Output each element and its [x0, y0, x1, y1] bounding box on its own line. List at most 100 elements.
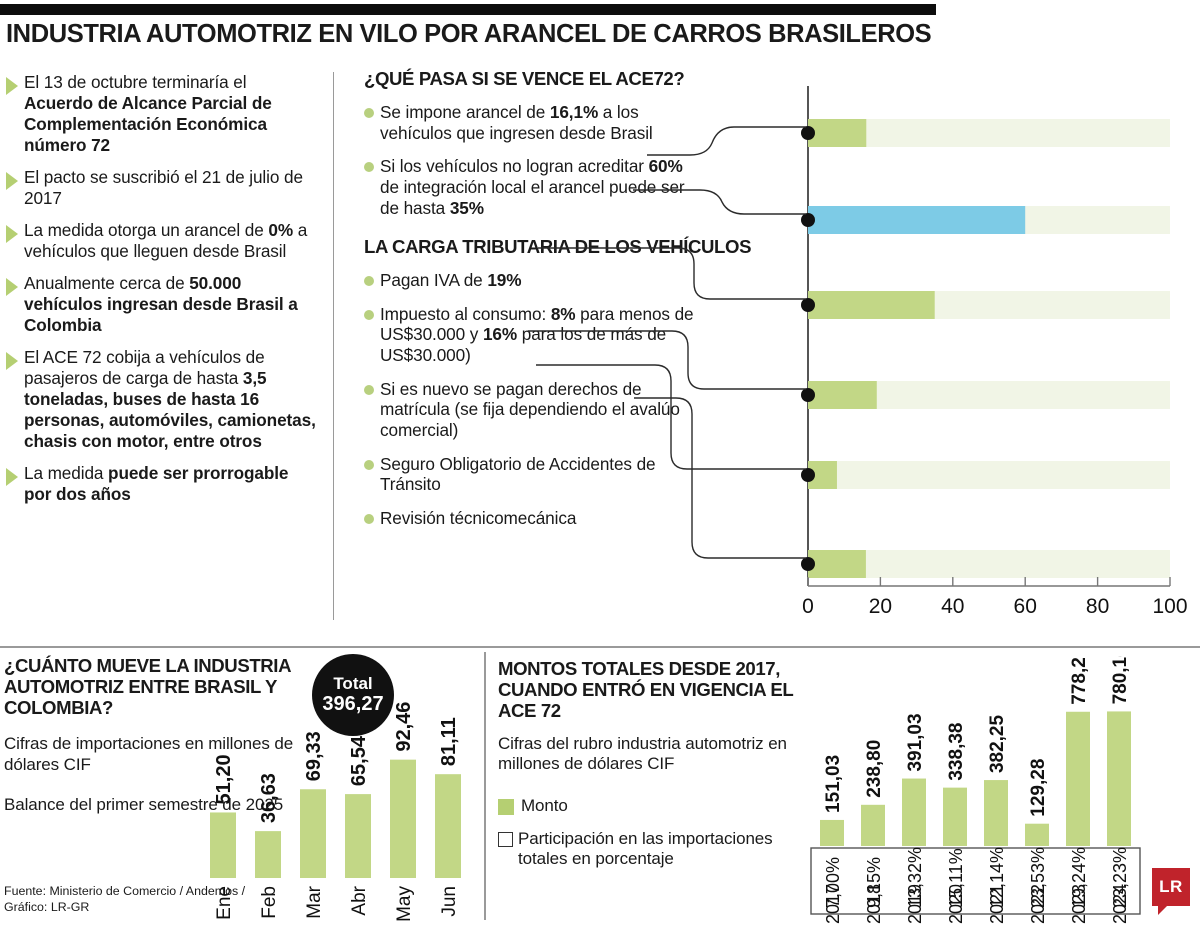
carga-bullet-text: Impuesto al consumo: 8% para menos de US… — [380, 303, 694, 366]
bar — [808, 119, 867, 147]
carga-bullet-item: Seguro Obligatorio de Accidentes de Trán… — [364, 454, 694, 495]
month-bar — [345, 794, 371, 878]
bottom-right-subtitle: Cifras del rubro industria automotriz en… — [498, 733, 787, 773]
bar — [808, 550, 866, 578]
bottom-vertical-divider — [484, 652, 486, 920]
year-bar-value-label: 238,80 — [864, 740, 885, 798]
x-axis-tick-label: 20 — [869, 595, 892, 618]
carga-bullet-text: Pagan IVA de 19% — [380, 270, 522, 291]
month-bar-value-label: 81,11 — [438, 717, 460, 766]
carga-bullet-item: Pagan IVA de 19% — [364, 270, 694, 291]
yearly-amounts-chart: 151,03 7,00% 2017 238,80 9,15% 2018 391,03 13,3… — [806, 646, 1146, 924]
carga-bullet-text: Seguro Obligatorio de Accidentes de Trán… — [380, 453, 656, 495]
left-bullet-text: El ACE 72 cobija a vehículos de pasajero… — [24, 346, 316, 451]
bottom-left-text-block: ¿CUÁNTO MUEVE LA INDUSTRIA AUTOMOTRIZ EN… — [4, 655, 304, 816]
bar-anchor-dot — [801, 213, 815, 227]
ace72-bullet-text: Se impone arancel de 16,1% a los vehícul… — [380, 102, 653, 143]
left-bullet-column: El 13 de octubre terminaría el Acuerdo d… — [4, 72, 334, 620]
triangle-right-icon — [6, 467, 18, 486]
monthly-imports-chart-svg: 51,20 Ene 36,63 Feb 69,33 Mar 65,54 Abr 92,46 May… — [210, 702, 461, 922]
x-axis-tick-label: 60 — [1014, 595, 1037, 618]
section-title-ace72: ¿QUÉ PASA SI SE VENCE EL ACE72? — [364, 68, 685, 89]
year-category-label: 2018 — [864, 884, 884, 924]
left-bullet-item: El pacto se suscribió el 21 de julio de … — [4, 167, 319, 209]
month-category-label: Jun — [439, 886, 460, 917]
bottom-left-subtitle-2: Balance del primer semestre de 2025 — [4, 795, 284, 815]
year-bar — [861, 804, 885, 846]
year-bar — [1066, 711, 1090, 846]
year-bar-value-label: 778,21 — [1069, 656, 1090, 705]
ace72-bullet-list: Se impone arancel de 16,1% a los vehícul… — [364, 102, 694, 218]
bar-track — [808, 550, 1170, 578]
bottom-right-title: MONTOS TOTALES DESDE 2017, CUANDO ENTRÓ … — [498, 658, 793, 722]
year-bar — [943, 787, 967, 846]
legend-swatch-filled-icon — [498, 799, 514, 816]
left-bullet-text: La medida puede ser prorrogable por dos … — [24, 462, 289, 504]
horizontal-bar-chart: 0 20 40 60 80 100 — [700, 86, 1200, 636]
left-bullet-item: El 13 de octubre terminaría el Acuerdo d… — [4, 72, 319, 156]
left-bullet-item: El ACE 72 cobija a vehículos de pasajero… — [4, 347, 319, 452]
bottom-left-subtitle: Cifras de importaciones en millones de d… — [4, 734, 294, 774]
year-category-label: 2019 — [905, 884, 925, 924]
month-bar-value-label: 92,46 — [393, 702, 415, 752]
legend-item-participacion: Participación en las importaciones total… — [498, 829, 798, 870]
x-axis-tick-label: 100 — [1152, 595, 1187, 618]
legend-swatch-hollow-icon — [498, 831, 513, 847]
x-axis-tick-label: 0 — [802, 595, 814, 618]
left-bullet-text: El pacto se suscribió el 21 de julio de … — [24, 166, 303, 208]
triangle-right-icon — [6, 224, 18, 243]
participation-label: 15,11% — [946, 848, 966, 908]
bullet-dot-icon — [364, 309, 374, 320]
section-title-carga-tributaria: LA CARGA TRIBUTARIA DE LOS VEHÍCULOS — [364, 236, 752, 258]
top-rule — [0, 4, 936, 15]
carga-bullet-item: Impuesto al consumo: 8% para menos de US… — [364, 304, 694, 366]
bullet-dot-icon — [364, 108, 374, 118]
ace72-bullet-item: Si los vehículos no logran acreditar 60%… — [364, 156, 694, 218]
month-bar-value-label: 69,33 — [303, 731, 325, 781]
page-title: INDUSTRIA AUTOMOTRIZ EN VILO POR ARANCEL… — [6, 20, 932, 48]
year-bar-value-label: 151,03 — [823, 755, 844, 813]
participation-label: 9,15% — [864, 857, 884, 908]
month-bar — [300, 789, 326, 878]
x-axis-tick-label: 80 — [1086, 595, 1109, 618]
left-bullet-item: La medida puede ser prorrogable por dos … — [4, 463, 319, 505]
month-bar — [255, 831, 281, 878]
lr-logo: LR — [1152, 868, 1190, 906]
participation-label: 7,00% — [823, 857, 843, 908]
month-bar — [390, 759, 416, 878]
carga-tributaria-bullet-list: Pagan IVA de 19% Impuesto al consumo: 8% … — [364, 270, 694, 528]
year-category-label: 2020 — [946, 884, 966, 924]
participation-label: 12,14% — [987, 847, 1007, 908]
carga-bullet-item: Si es nuevo se pagan derechos de matrícu… — [364, 379, 694, 441]
bottom-horizontal-divider — [0, 646, 1200, 648]
total-badge: Total 396,27 — [312, 654, 394, 736]
bullet-dot-icon — [364, 162, 374, 173]
year-bar-value-label: 391,03 — [905, 713, 926, 771]
bar-anchor-dot — [801, 126, 815, 140]
month-category-label: Ene — [214, 886, 235, 920]
year-bar-value-label: 129,28 — [1028, 759, 1049, 817]
year-category-label: 2021 — [987, 884, 1007, 924]
participation-label: 23,23% — [1110, 847, 1130, 908]
month-bar — [435, 774, 461, 878]
participation-label: 13,32% — [905, 847, 925, 908]
month-bar-value-label: 36,63 — [258, 773, 280, 823]
bullet-dot-icon — [364, 513, 374, 524]
year-bar-value-label: 382,25 — [987, 715, 1008, 774]
lr-logo-tail — [1158, 906, 1167, 915]
ace72-bullet-text: Si los vehículos no logran acreditar 60%… — [380, 156, 685, 218]
left-bullet-text: La medida otorga un arancel de 0% a vehí… — [24, 219, 308, 261]
month-category-label: Abr — [349, 885, 370, 915]
year-bar-value-label: 780,16 — [1110, 656, 1131, 704]
ace72-bullet-item: Se impone arancel de 16,1% a los vehícul… — [364, 102, 694, 143]
yearly-amounts-chart-svg: 151,03 7,00%2017 238,80 9,15%2018 391,03 13,3… — [810, 646, 1141, 924]
bottom-left-title: ¿CUÁNTO MUEVE LA INDUSTRIA AUTOMOTRIZ EN… — [4, 655, 291, 718]
bar-anchor-dot — [801, 557, 815, 571]
year-category-label: 2022 — [1028, 884, 1048, 924]
legend-label-monto: Monto — [521, 796, 568, 816]
triangle-right-icon — [6, 277, 18, 296]
triangle-right-icon — [6, 77, 18, 95]
bar-anchor-dot — [801, 468, 815, 482]
bar — [808, 291, 935, 319]
